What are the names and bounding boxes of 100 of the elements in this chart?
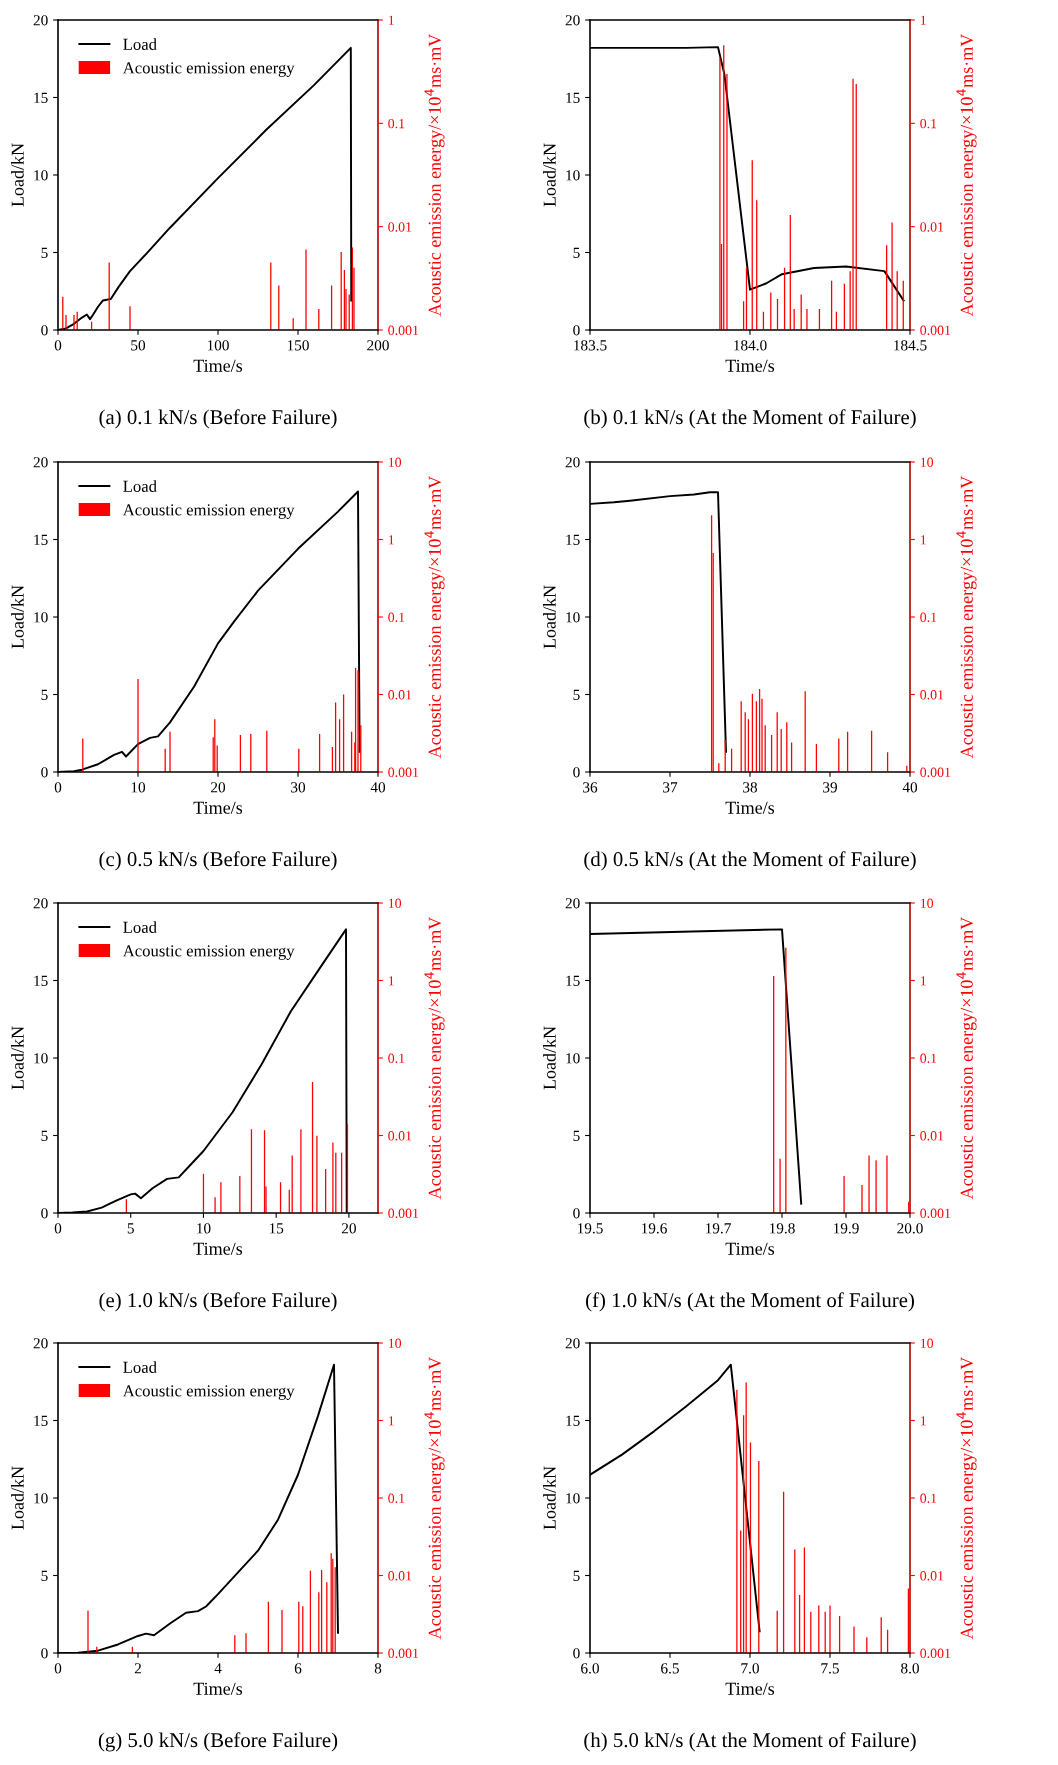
y2-tick-label: 0.1 (920, 118, 937, 129)
text: (b) 0.1 kN/s (At the Moment of Failure) (584, 409, 916, 429)
y-tick-label: 5 (41, 1570, 48, 1581)
y-tick-label: 5 (41, 1130, 48, 1141)
x-tick-label: 6.0 (581, 1663, 599, 1674)
y-tick-label: 20 (33, 898, 48, 909)
y-tick-label: 10 (566, 170, 580, 181)
y2-tick-label: 10 (920, 1338, 934, 1348)
y2-tick-label: 0.001 (920, 767, 951, 778)
y-tick-label: 0 (573, 325, 580, 336)
y2-tick-label: 0.001 (920, 325, 951, 336)
y2-tick-label: 0.1 (388, 612, 405, 623)
x-tick-label: 19.5 (577, 1223, 603, 1234)
y-tick-label: 0 (573, 1648, 580, 1659)
x-tick-label: 7.5 (821, 1663, 839, 1674)
legend-label: Acoustic emission energy (122, 62, 295, 77)
y-axis-title: Load/kN (543, 143, 556, 207)
y-tick-label: 0 (41, 767, 48, 778)
x-tick-label: 0 (54, 1663, 62, 1674)
x-tick-label: 183.5 (574, 340, 607, 351)
x-axis-title: Time/s (725, 1682, 775, 1695)
y-tick-label: 10 (34, 612, 48, 623)
text: (g) 5.0 kN/s (Before Failure) (98, 1732, 338, 1752)
y2-axis-title: Acoustic emission energy/×10$^{4}$ms·mV (424, 1356, 445, 1640)
y-axis-title: Load/kN (11, 1466, 24, 1530)
x-axis-title: Time/s (725, 801, 775, 814)
y-tick-label: 15 (566, 534, 580, 545)
x-tick-label: 15 (269, 1223, 284, 1234)
x-tick-label: 19.8 (769, 1223, 795, 1234)
y2-tick-label: 0.01 (920, 222, 944, 232)
x-tick-label: 200 (367, 340, 389, 351)
y2-tick-label: 10 (388, 1338, 402, 1348)
x-tick-label: 39 (823, 782, 838, 793)
y-axis-title: Load/kN (11, 585, 24, 649)
legend-label: Load (123, 480, 157, 492)
y-tick-label: 20 (33, 15, 48, 26)
y-tick-label: 5 (573, 689, 580, 700)
y-axis-title: Load/kN (543, 1026, 556, 1090)
y-tick-label: 10 (34, 170, 48, 181)
text: (a) 0.1 kN/s (Before Failure) (99, 409, 337, 429)
y-tick-label: 15 (566, 1415, 580, 1426)
y2-tick-label: 1 (920, 1416, 926, 1426)
x-tick-label: 10 (197, 1223, 211, 1234)
x-tick-label: 100 (207, 340, 229, 351)
x-tick-label: 20 (211, 782, 226, 793)
x-tick-label: 184.0 (734, 340, 767, 351)
y-tick-label: 15 (566, 975, 580, 986)
y2-tick-label: 10 (920, 457, 934, 467)
y2-tick-label: 1 (920, 535, 926, 545)
y2-tick-label: 0.1 (920, 1493, 937, 1504)
y2-tick-label: 0.001 (388, 325, 419, 336)
x-tick-label: 19.7 (705, 1223, 731, 1234)
y-tick-label: 5 (41, 247, 48, 258)
y2-tick-label: 0.1 (388, 1053, 405, 1064)
y-tick-label: 15 (34, 975, 48, 986)
y-tick-label: 5 (573, 247, 580, 258)
legend-label: Acoustic emission energy (122, 945, 295, 960)
text: (c) 0.5 kN/s (Before Failure) (99, 851, 337, 871)
y-axis-title: Load/kN (11, 143, 24, 207)
y-tick-label: 20 (565, 1338, 580, 1349)
y2-tick-label: 0.001 (388, 767, 419, 778)
y-tick-label: 5 (573, 1130, 580, 1141)
y2-tick-label: 1 (920, 15, 926, 25)
y2-axis-title: Acoustic emission energy/×10$^{4}$ms·mV (956, 916, 977, 1200)
y2-tick-label: 0.01 (920, 690, 944, 700)
x-tick-label: 0 (54, 1223, 62, 1234)
x-tick-label: 36 (583, 782, 598, 793)
y2-tick-label: 0.001 (920, 1648, 951, 1659)
x-axis-title: Time/s (193, 359, 243, 372)
y2-tick-label: 0.001 (388, 1648, 419, 1659)
y2-tick-label: 0.01 (920, 1131, 944, 1141)
x-tick-label: 2 (134, 1663, 141, 1674)
legend-label: Acoustic emission energy (122, 504, 295, 519)
y2-tick-label: 0.1 (388, 118, 405, 129)
y-tick-label: 15 (34, 1415, 48, 1426)
y-axis-title: Load/kN (11, 1026, 24, 1090)
y2-tick-label: 0.01 (388, 690, 412, 700)
y2-axis-title: Acoustic emission energy/×10$^{4}$ms·mV (424, 916, 445, 1200)
x-tick-label: 0 (54, 340, 62, 351)
x-tick-label: 4 (214, 1663, 222, 1674)
x-tick-label: 150 (287, 340, 309, 351)
x-axis-title: Time/s (725, 1242, 775, 1255)
x-tick-label: 19.6 (641, 1223, 667, 1234)
y-tick-label: 0 (573, 1208, 580, 1219)
y2-tick-label: 0.1 (920, 612, 937, 623)
y2-tick-label: 0.1 (920, 1053, 937, 1064)
x-tick-label: 40 (370, 782, 386, 793)
x-tick-label: 37 (663, 782, 678, 793)
legend-label: Load (123, 38, 157, 50)
x-tick-label: 30 (291, 782, 306, 793)
y-axis-title: Load/kN (543, 1466, 556, 1530)
y2-tick-label: 10 (388, 457, 402, 467)
y2-tick-label: 0.01 (388, 1571, 412, 1581)
y-tick-label: 0 (41, 1208, 48, 1219)
x-tick-label: 20.0 (897, 1223, 923, 1234)
y-tick-label: 5 (41, 689, 48, 700)
y2-tick-label: 0.01 (920, 1571, 944, 1581)
legend-label: Load (123, 921, 157, 933)
y2-tick-label: 0.001 (920, 1208, 951, 1219)
y-axis-title: Load/kN (543, 585, 556, 649)
